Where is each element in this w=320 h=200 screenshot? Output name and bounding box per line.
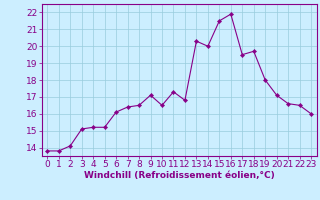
X-axis label: Windchill (Refroidissement éolien,°C): Windchill (Refroidissement éolien,°C) <box>84 171 275 180</box>
